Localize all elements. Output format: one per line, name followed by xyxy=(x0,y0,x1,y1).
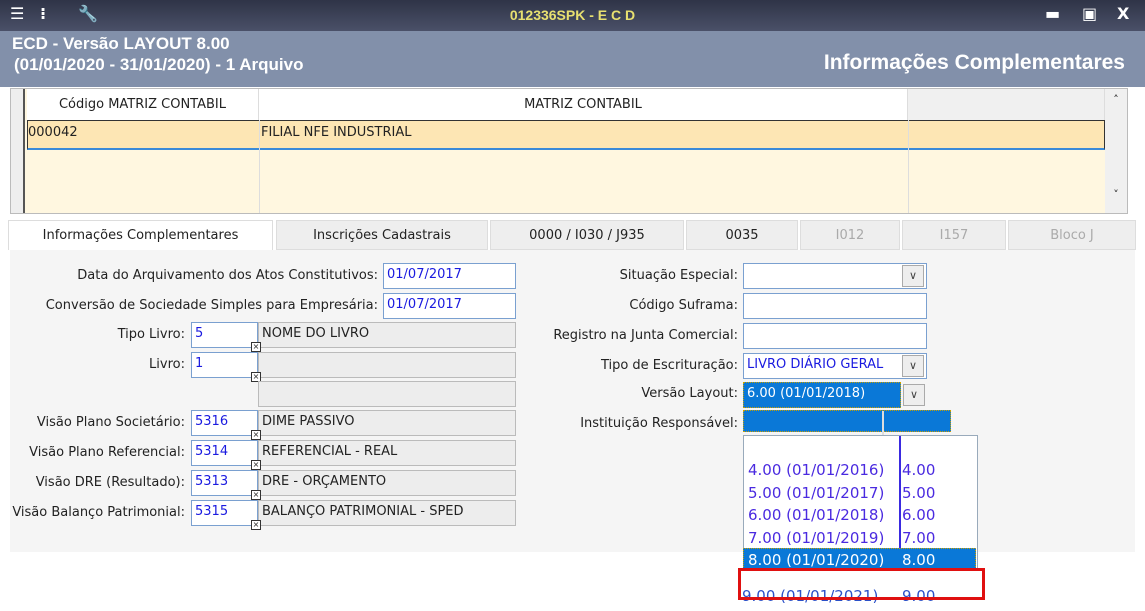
label-data-arquivamento: Data do Arquivamento dos Atos Constituti… xyxy=(77,268,378,283)
dropdown-option[interactable]: 6.00 (01/01/2018) xyxy=(748,506,885,524)
data-arquivamento-field[interactable]: 01/07/2017 xyxy=(383,263,516,289)
cell-matriz: FILIAL NFE INDUSTRIAL xyxy=(261,125,412,140)
tab-i012[interactable]: I012 xyxy=(800,220,900,250)
cell-codigo: 000042 xyxy=(28,125,78,140)
dropdown-option[interactable]: 9.00 (01/01/2021) xyxy=(742,586,879,605)
label-livro: Livro: xyxy=(149,357,185,372)
tab-0000-i030-j935[interactable]: 0000 / I030 / J935 xyxy=(490,220,684,250)
label-conversao: Conversão de Sociedade Simples para Empr… xyxy=(45,298,378,313)
label-visao-dre: Visão DRE (Resultado): xyxy=(35,475,185,490)
junta-comercial-field[interactable] xyxy=(743,323,927,349)
visao-referencial-desc: REFERENCIAL - REAL xyxy=(258,440,516,466)
section-title: Informações Complementares xyxy=(823,51,1125,74)
lookup-icon[interactable]: × xyxy=(251,430,261,440)
label-codigo-suframa: Código Suframa: xyxy=(629,298,738,313)
wrench-icon[interactable]: 🔧 xyxy=(78,4,98,23)
minimize-button[interactable]: ▬ xyxy=(1045,4,1061,23)
versao-layout-select[interactable]: 6.00 (01/01/2018) xyxy=(743,382,901,408)
situacao-especial-select[interactable] xyxy=(743,263,927,289)
label-visao-balanco: Visão Balanço Patrimonial: xyxy=(12,505,185,520)
visao-societario-code-field[interactable]: 5316 xyxy=(191,410,258,436)
label-instituicao-responsavel: Instituição Responsável: xyxy=(580,416,738,431)
livro-desc xyxy=(258,352,516,378)
label-visao-societario: Visão Plano Societário: xyxy=(36,415,185,430)
header-band: ECD - Versão LAYOUT 8.00 (01/01/2020 - 3… xyxy=(0,31,1145,87)
livro-desc-extra xyxy=(258,381,516,407)
tab-bloco-j[interactable]: Bloco J xyxy=(1008,220,1136,250)
maximize-button[interactable]: ▣ xyxy=(1082,4,1098,23)
tab-i157[interactable]: I157 xyxy=(902,220,1006,250)
dropdown-option-code[interactable]: 8.00 xyxy=(902,551,936,569)
chevron-down-icon[interactable]: ∨ xyxy=(902,355,924,377)
label-junta-comercial: Registro na Junta Comercial: xyxy=(553,328,738,343)
visao-balanco-code-field[interactable]: 5315 xyxy=(191,500,258,526)
visao-dre-desc: DRE - ORÇAMENTO xyxy=(258,470,516,496)
matriz-grid: Código MATRIZ CONTABIL MATRIZ CONTABIL 0… xyxy=(10,88,1128,214)
chevron-down-icon[interactable]: ∨ xyxy=(902,265,924,287)
label-versao-layout: Versão Layout: xyxy=(641,386,738,401)
dropdown-option[interactable]: 7.00 (01/01/2019) xyxy=(748,528,885,547)
lookup-icon[interactable]: × xyxy=(251,372,261,382)
label-tipo-escrituracao: Tipo de Escrituração: xyxy=(600,358,738,373)
label-visao-referencial: Visão Plano Referencial: xyxy=(29,445,185,460)
lookup-icon[interactable]: × xyxy=(251,342,261,352)
close-button[interactable]: X xyxy=(1117,4,1130,23)
conversao-field[interactable]: 01/07/2017 xyxy=(383,293,516,319)
tab-0035[interactable]: 0035 xyxy=(686,220,798,250)
column-header-empty xyxy=(908,89,1105,120)
dropdown-option-code[interactable]: 9.00 xyxy=(902,586,936,605)
tab-informacoes-complementares[interactable]: Informações Complementares xyxy=(8,220,273,250)
lookup-icon[interactable]: × xyxy=(251,490,261,500)
dropdown-option[interactable]: 4.00 (01/01/2016) xyxy=(748,461,885,479)
label-tipo-livro: Tipo Livro: xyxy=(117,327,185,342)
scroll-down-icon[interactable]: ˅ xyxy=(1113,188,1119,201)
dropdown-option[interactable]: 8.00 (01/01/2020) xyxy=(748,551,885,569)
label-situacao-especial: Situação Especial: xyxy=(619,268,738,283)
window-title: 012336SPK - E C D xyxy=(509,7,636,23)
livro-code-field[interactable]: 1 xyxy=(191,352,258,378)
tipo-livro-code-field[interactable]: 5 xyxy=(191,322,258,348)
dropdown-option-code[interactable]: 5.00 xyxy=(902,483,936,502)
table-row[interactable]: 000042 FILIAL NFE INDUSTRIAL xyxy=(27,120,1105,150)
tab-inscricoes-cadastrais[interactable]: Inscrições Cadastrais xyxy=(276,220,488,250)
scroll-up-icon[interactable]: ˄ xyxy=(1113,93,1119,106)
tipo-livro-desc: NOME DO LIVRO xyxy=(258,322,516,348)
traffic-light-icon[interactable]: ⁝ xyxy=(40,4,47,23)
visao-societario-desc: DIME PASSIVO xyxy=(258,410,516,436)
grid-scrollbar[interactable]: ˄ ˅ xyxy=(1105,89,1127,213)
highlight-box xyxy=(738,568,985,600)
chevron-down-icon[interactable]: ∨ xyxy=(903,384,925,406)
visao-dre-code-field[interactable]: 5313 xyxy=(191,470,258,496)
layout-version: ECD - Versão LAYOUT 8.00 xyxy=(12,34,230,53)
lookup-icon[interactable]: × xyxy=(251,520,261,530)
visao-referencial-code-field[interactable]: 5314 xyxy=(191,440,258,466)
column-header-matriz[interactable]: MATRIZ CONTABIL xyxy=(259,89,908,120)
dropdown-option-code[interactable]: 4.00 xyxy=(902,461,936,479)
column-header-codigo[interactable]: Código MATRIZ CONTABIL xyxy=(27,89,259,120)
dropdown-option-code[interactable]: 6.00 xyxy=(902,506,936,524)
visao-balanco-desc: BALANÇO PATRIMONIAL - SPED xyxy=(258,500,516,526)
instituicao-responsavel-select[interactable] xyxy=(743,410,951,437)
period: (01/01/2020 - 31/01/2020) - 1 Arquivo xyxy=(14,55,304,74)
codigo-suframa-field[interactable] xyxy=(743,293,927,319)
tipo-escrituracao-select[interactable]: LIVRO DIÁRIO GERAL xyxy=(743,353,927,379)
dropdown-option[interactable]: 5.00 (01/01/2017) xyxy=(748,483,885,502)
menu-icon[interactable]: ☰ xyxy=(10,4,25,23)
dropdown-option-code[interactable]: 7.00 xyxy=(902,528,936,547)
title-bar: ☰ ⁝ 🔧 012336SPK - E C D ▬ ▣ X xyxy=(0,0,1145,31)
lookup-icon[interactable]: × xyxy=(251,460,261,470)
